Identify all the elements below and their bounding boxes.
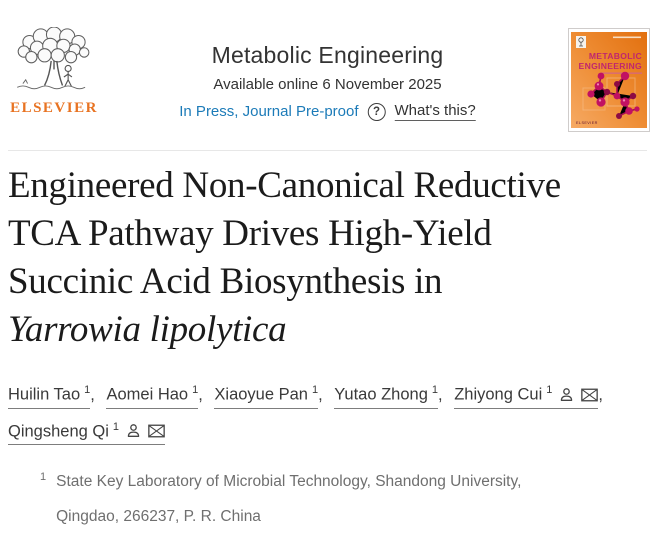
author-separator: , (438, 385, 443, 404)
article-title: Engineered Non-Canonical Reductive TCA P… (8, 162, 652, 354)
author-link-aomei-hao[interactable]: Aomei Hao 1 (106, 384, 199, 409)
author-name: Zhiyong Cui (454, 385, 543, 404)
author-affiliation-sup: 1 (546, 384, 553, 396)
header-divider (8, 150, 647, 151)
elsevier-tree-icon (17, 26, 90, 90)
journal-cover-image: METABOLIC ENGINEERING (571, 32, 647, 128)
author-link-qingsheng-qi[interactable]: Qingsheng Qi 1 (8, 420, 166, 445)
author-link-xiaoyue-pan[interactable]: Xiaoyue Pan 1 (214, 384, 319, 409)
title-line-2: TCA Pathway Drives High-Yield (8, 213, 492, 254)
cover-title-line1: METABOLIC (589, 51, 642, 61)
author-separator: , (318, 385, 323, 404)
journal-header: Metabolic Engineering Available online 6… (179, 42, 476, 121)
cover-molecule-atoms (587, 71, 640, 119)
cover-title-line2: ENGINEERING (579, 61, 642, 71)
author-affiliation-sup: 1 (311, 384, 319, 396)
author-name: Qingsheng Qi (8, 422, 109, 440)
author-name: Huilin Tao (8, 385, 81, 404)
elsevier-logo: ELSEVIER (8, 26, 100, 117)
corresponding-author-person-icon (127, 424, 140, 437)
cover-issue-text (613, 36, 641, 39)
journal-cover-thumbnail[interactable]: METABOLIC ENGINEERING (568, 28, 650, 132)
author-link-huilin-tao[interactable]: Huilin Tao 1 (8, 384, 91, 409)
author-line-2: Qingsheng Qi 1 (8, 420, 610, 445)
email-envelope-icon (581, 388, 599, 401)
affiliation-text: State Key Laboratory of Microbial Techno… (56, 473, 522, 525)
affiliation: 1 State Key Laboratory of Microbial Tech… (40, 464, 550, 534)
author-separator: , (90, 385, 95, 404)
available-online-date: Available online 6 November 2025 (213, 76, 442, 93)
author-affiliation-sup: 1 (112, 420, 120, 433)
author-link-zhiyong-cui[interactable]: Zhiyong Cui 1 (454, 384, 599, 409)
author-separator: , (198, 385, 203, 404)
title-line-3: Succinic Acid Biosynthesis in (8, 261, 443, 302)
author-line-1: Huilin Tao 1, Aomei Hao 1, Xiaoyue Pan 1, Y… (8, 384, 610, 409)
author-name: Aomei Hao (106, 385, 189, 404)
elsevier-wordmark: ELSEVIER (10, 100, 98, 116)
in-press-link[interactable]: In Press, Journal Pre-proof (179, 103, 359, 120)
affiliation-sup: 1 (40, 471, 47, 483)
author-affiliation-sup: 1 (192, 384, 199, 396)
author-list: Huilin Tao 1, Aomei Hao 1, Xiaoyue Pan 1, Y… (8, 384, 610, 457)
title-line-1: Engineered Non-Canonical Reductive (8, 165, 561, 206)
author-link-yutao-zhong[interactable]: Yutao Zhong 1 (334, 384, 438, 409)
journal-title: Metabolic Engineering (211, 42, 444, 68)
help-question-icon[interactable]: ? (367, 102, 386, 121)
author-separator: , (598, 385, 603, 404)
cover-elsevier-mark-icon (576, 36, 586, 48)
email-envelope-icon (148, 424, 165, 438)
author-name: Yutao Zhong (334, 385, 428, 404)
cover-publisher-text: ELSEVIER (576, 121, 598, 125)
whats-this-link[interactable]: What's this? (394, 102, 476, 121)
title-species-name: Yarrowia lipolytica (8, 309, 287, 350)
author-affiliation-sup: 1 (84, 384, 91, 396)
author-affiliation-sup: 1 (431, 384, 438, 396)
author-name: Xiaoyue Pan (214, 385, 308, 404)
corresponding-author-person-icon (561, 387, 573, 401)
